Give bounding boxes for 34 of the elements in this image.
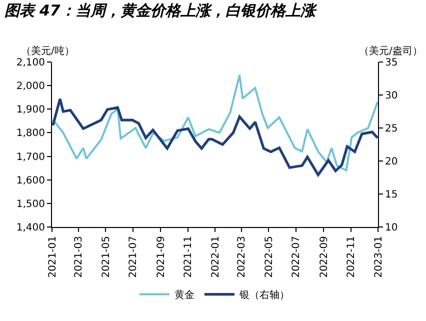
line-series bbox=[52, 74, 378, 172]
y2-tick-label: 35 bbox=[385, 58, 398, 68]
x-tick-label: 2023-01 bbox=[373, 236, 384, 278]
x-tick-label: 2021-11 bbox=[183, 236, 194, 278]
y2-tick-label: 15 bbox=[385, 190, 398, 200]
y-tick-label: 1,500 bbox=[16, 198, 45, 210]
y2-axis-title: （美元/盎司） bbox=[359, 45, 422, 57]
legend-label: 黄金 bbox=[174, 289, 194, 302]
x-tick-label: 2021-09 bbox=[156, 236, 167, 278]
y-tick-label: 1,900 bbox=[16, 104, 45, 116]
x-tick-label: 2022-05 bbox=[264, 236, 275, 278]
chart-title: 图表 47：当周，黄金价格上涨，白银价格上涨 bbox=[4, 1, 318, 20]
x-tick-label: 2021-01 bbox=[47, 236, 58, 278]
y-tick-label: 2,100 bbox=[16, 58, 45, 68]
y-tick-label: 1,600 bbox=[16, 175, 45, 186]
y-tick-label: 2,000 bbox=[16, 81, 45, 92]
y-tick-label: 1,400 bbox=[16, 222, 45, 234]
x-tick-label: 2021-07 bbox=[128, 236, 140, 278]
x-tick-label: 2022-03 bbox=[236, 236, 248, 278]
x-tick-label: 2022-09 bbox=[318, 236, 330, 278]
y2-tick-label: 30 bbox=[385, 90, 398, 102]
y2-tick-label: 20 bbox=[385, 156, 398, 168]
legend-label: 银（右轴） bbox=[238, 289, 290, 302]
y-tick-label: 1,700 bbox=[16, 152, 45, 163]
y-axis-title: （美元/吨） bbox=[21, 45, 74, 57]
y2-tick-label: 25 bbox=[385, 124, 398, 134]
line-series bbox=[52, 98, 378, 176]
x-tick-label: 2022-11 bbox=[346, 236, 358, 278]
y-tick-label: 1,800 bbox=[16, 128, 45, 140]
x-tick-label: 2021-05 bbox=[100, 236, 112, 278]
x-tick-label: 2022-07 bbox=[291, 236, 302, 278]
x-tick-label: 2021-03 bbox=[74, 236, 85, 278]
y2-tick-label: 10 bbox=[385, 222, 398, 234]
x-tick-label: 2022-01 bbox=[210, 236, 222, 278]
